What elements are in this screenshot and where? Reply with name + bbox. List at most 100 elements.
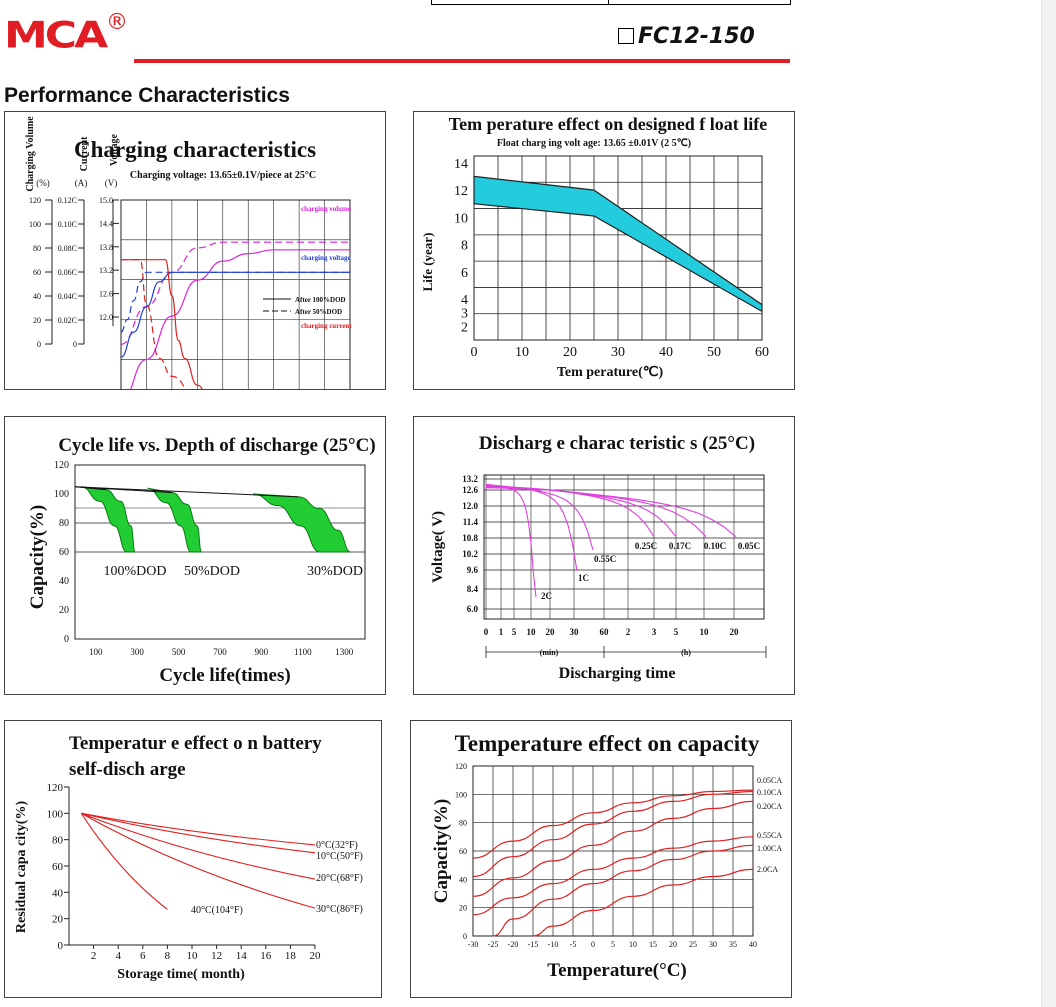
y-tick-label: 10 <box>454 211 468 226</box>
temperature-label: 30°C(86°F) <box>316 904 363 915</box>
volume-tick-label: 40 <box>33 292 41 301</box>
x-tick-label: -20 <box>508 940 519 949</box>
y-tick-label: 8 <box>461 239 468 254</box>
voltage-tick-label: 15.0 <box>99 196 113 205</box>
y-tick-label: 11.4 <box>463 517 479 527</box>
x-tick-label: 30 <box>570 627 580 637</box>
y-tick-label: 120 <box>47 782 64 794</box>
page-scrollbar[interactable] <box>1041 0 1056 1007</box>
legend-label: After 50%DOD <box>295 308 342 316</box>
axis-name-volume: Charging Volume <box>25 116 36 192</box>
x-tick-label: 2 <box>91 950 97 962</box>
x-tick-label: 50 <box>707 345 721 360</box>
voltage-tick-label: 13.2 <box>99 266 113 275</box>
y-tick-label: 80 <box>459 819 467 828</box>
x-tick-label: 18 <box>285 950 297 962</box>
volume-tick-label: 20 <box>33 316 41 325</box>
y-tick-label: 40 <box>59 576 69 587</box>
y-tick-label: 0 <box>463 932 467 941</box>
self-discharge-line <box>81 812 316 909</box>
x-tick-label: 700 <box>213 647 227 657</box>
x-tick-label: 1300 <box>335 647 354 657</box>
x-tick-label: 2 <box>626 627 631 637</box>
voltage-tick-label: 12.0 <box>99 313 113 322</box>
volume-tick-label: 60 <box>33 268 41 277</box>
capacity-line-0.10CA <box>472 790 754 878</box>
x-tick-label: 20 <box>563 345 577 360</box>
model-label: FC12-150 <box>638 24 755 49</box>
float-life-chart: Tem perature effect on designed f loat l… <box>420 114 769 380</box>
y-tick-label: 12.0 <box>462 501 478 511</box>
current-tick-label: 0.08C <box>58 244 77 253</box>
series-line-charging-voltage <box>120 271 350 333</box>
annotation-volume: charging volume <box>301 205 351 213</box>
x-tick-label: 20 <box>310 950 322 962</box>
axis-unit: (V) <box>105 178 118 188</box>
discharge-rate-label: 0.10C <box>704 541 726 551</box>
annotation-voltage: charging voltage <box>301 254 351 262</box>
x-axis-label: Tem perature(℃) <box>557 365 664 380</box>
y-tick-label: 20 <box>59 605 69 616</box>
y-tick-label: 4 <box>461 293 468 308</box>
current-tick-label: 0.04C <box>58 292 77 301</box>
capacity-line-0.55CA <box>472 836 754 916</box>
volume-tick-label: 0 <box>37 340 41 349</box>
chart-title: Cycle life vs. Depth of discharge (25°C) <box>58 435 375 456</box>
self-discharge-chart: Temperatur e effect o n battery self-disc… <box>14 733 363 982</box>
series-line-charging-current <box>121 259 203 389</box>
discharge-rate-label: 1.00CA <box>757 844 782 853</box>
x-tick-label: 0 <box>591 940 595 949</box>
y-tick-label: 10.8 <box>462 533 478 543</box>
chart-title: Discharg e charac teristic s (25°C) <box>479 433 755 454</box>
x-tick-label: 10 <box>515 345 529 360</box>
x-tick-label: 3 <box>652 627 657 637</box>
capacity-line-0.20CA <box>472 800 754 897</box>
float-life-chart-panel: Tem perature effect on designed f loat l… <box>413 111 795 390</box>
x-tick-label: 300 <box>130 647 144 657</box>
y-tick-label: 40 <box>52 887 64 899</box>
x-axis-label: Cycle life(times) <box>159 665 290 686</box>
axis-name-voltage: Voltage <box>109 134 120 166</box>
unit-label-min: (min) <box>540 648 559 657</box>
y-tick-label: 60 <box>52 861 64 873</box>
axis-unit: (%) <box>36 178 50 188</box>
y-tick-label: 0 <box>58 940 64 952</box>
y-tick-label: 2 <box>461 320 468 335</box>
temp-capacity-chart: Temperature effect on capacity1201008060… <box>431 731 782 981</box>
y-tick-label: 9.6 <box>467 565 479 575</box>
x-tick-label: 0 <box>471 345 478 360</box>
x-tick-label: 500 <box>172 647 186 657</box>
temperature-label: 0°C(32°F) <box>316 840 358 851</box>
x-tick-label: 10 <box>187 950 199 962</box>
x-tick-label: 60 <box>600 627 610 637</box>
voltage-tick-label: 14.4 <box>99 219 113 228</box>
x-tick-label: 900 <box>255 647 269 657</box>
y-tick-label: 120 <box>455 762 467 771</box>
x-tick-label: 6 <box>140 950 146 962</box>
x-tick-label: 5 <box>674 627 679 637</box>
temperature-label: 20°C(68°F) <box>316 873 363 884</box>
x-tick-label: 1 <box>499 627 504 637</box>
x-tick-label: 25 <box>689 940 697 949</box>
y-tick-label: 6.0 <box>467 604 479 614</box>
axis-unit: (A) <box>75 178 88 188</box>
charging-chart: Charging characteristics Charging voltage… <box>25 116 352 389</box>
charging-chart-panel: Charging characteristics Charging voltage… <box>4 111 386 390</box>
cycle-life-chart: Cycle life vs. Depth of discharge (25°C)… <box>27 435 376 686</box>
dod-band-30%DOD <box>253 493 351 553</box>
x-tick-label: 10 <box>527 627 537 637</box>
x-tick-label: 4 <box>115 950 121 962</box>
discharge-rate-label: 0.25C <box>635 541 657 551</box>
band-label: 30%DOD <box>307 564 363 579</box>
x-tick-label: 16 <box>260 950 272 962</box>
band-label: 50%DOD <box>184 564 240 579</box>
self-discharge-line <box>81 812 316 846</box>
y-tick-label: 100 <box>47 808 64 820</box>
y-tick-label: 8.4 <box>467 584 479 594</box>
y-axis-label: Capacity(%) <box>431 799 452 903</box>
x-tick-label: -25 <box>488 940 499 949</box>
x-tick-label: -30 <box>468 940 479 949</box>
chart-title: Charging characteristics <box>74 137 316 162</box>
discharge-chart: Discharg e charac teristic s (25°C)13.21… <box>430 433 767 682</box>
y-tick-label: 100 <box>54 489 69 500</box>
